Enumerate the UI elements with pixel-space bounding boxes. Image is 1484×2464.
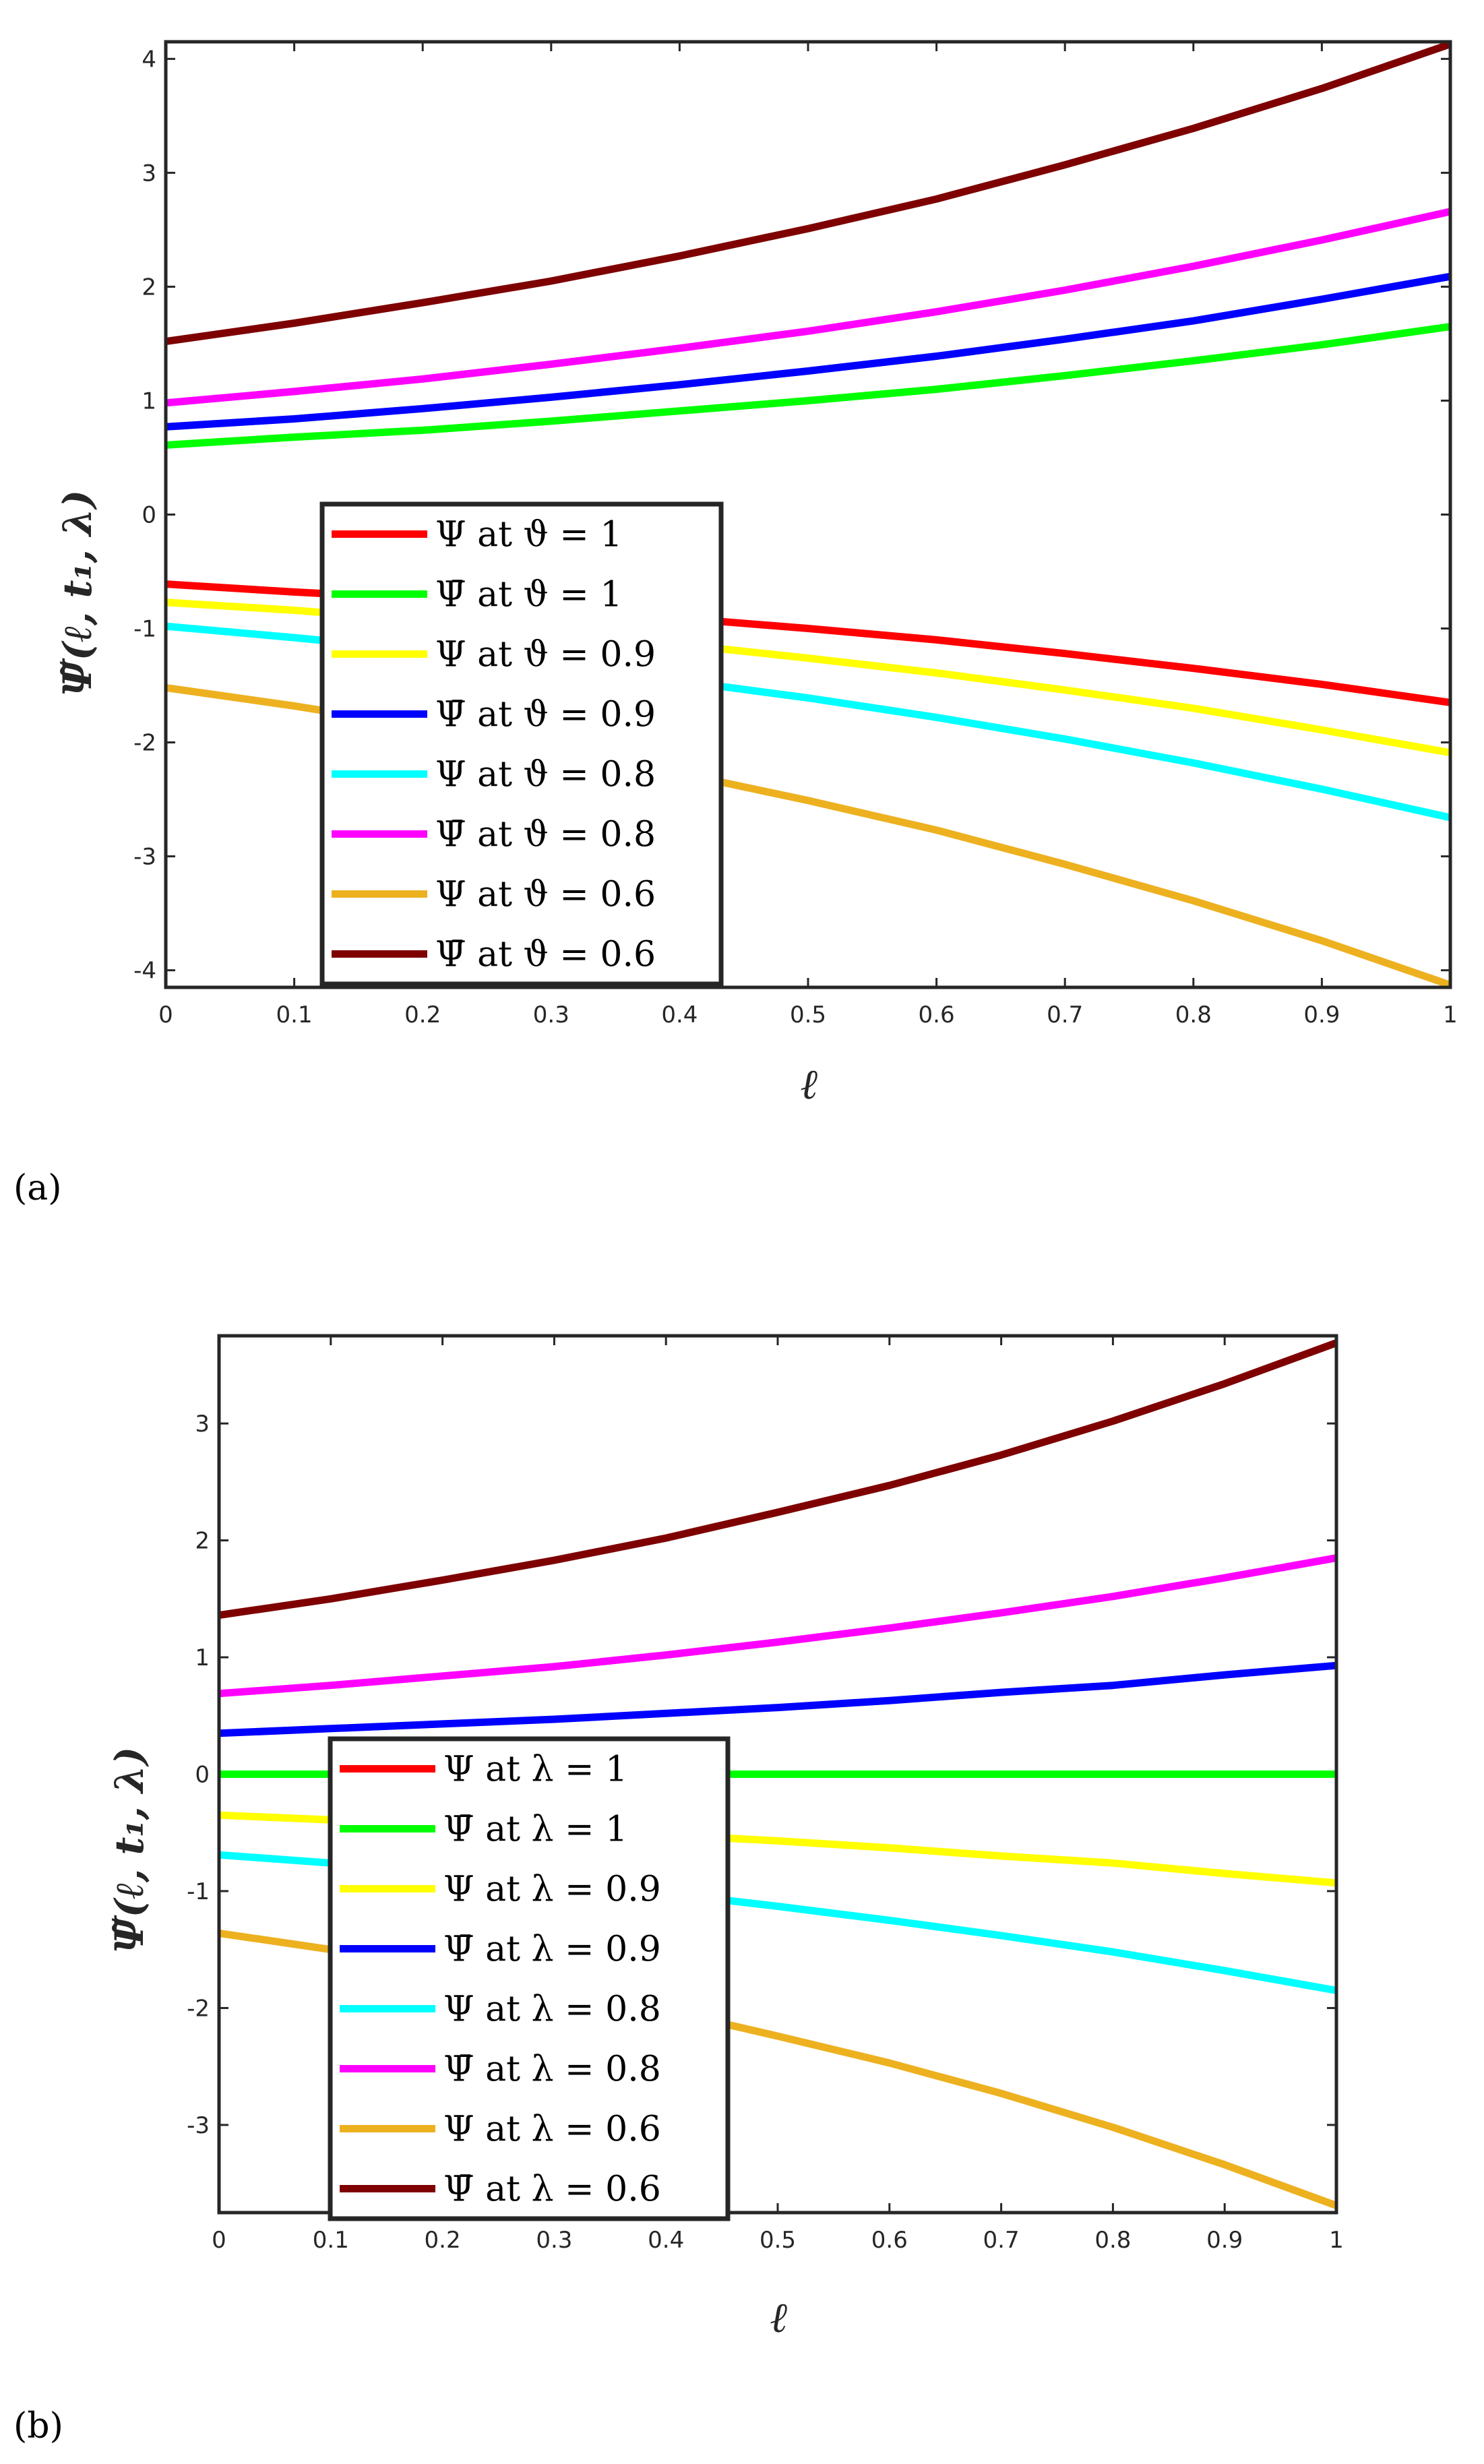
x-tick-label: 0.9: [1206, 2227, 1243, 2254]
y-axis-label: Ψ̃(ℓ, t₁, λ): [55, 490, 100, 696]
legend-entry: Ψ at ϑ = 0.9: [435, 635, 656, 675]
x-tick-label: 0.5: [790, 1002, 826, 1028]
x-tick-label: 0: [158, 1002, 173, 1028]
legend-entry: Ψ̄ at ϑ = 0.9: [435, 695, 656, 735]
series-line: [218, 1339, 1338, 1620]
y-tick-label: 1: [195, 1644, 210, 1671]
x-tick-label: 0.4: [648, 2227, 684, 2254]
panel-label: (a): [13, 1168, 62, 1208]
series-line: [218, 1661, 1337, 1737]
legend: Ψ at λ = 1 Ψ̄ at λ = 1 Ψ at λ = 0.9 Ψ̄ at λ…: [328, 1736, 731, 2221]
series-line: [165, 208, 1452, 407]
legend-entry: Ψ at λ = 0.6: [443, 2109, 661, 2150]
y-tick-label: 2: [142, 274, 156, 301]
panel-label: (b): [13, 2406, 63, 2446]
legend-entry: Ψ at λ = 0.9: [443, 1870, 661, 1910]
chart-b: Ψ̃(ℓ, t₁, λ) ℓ (b) 0 0.1 0.2 0.3 0.4 0.5 0.6 0.…: [13, 1334, 1344, 2446]
x-tick-label: 1: [1329, 2227, 1344, 2254]
legend-entry: Ψ̄ at λ = 0.6: [443, 2169, 661, 2210]
y-axis-label: Ψ̃(ℓ, t₁, λ): [106, 1747, 152, 1953]
series-line: [165, 40, 1452, 346]
legend-entry: Ψ at λ = 1: [443, 1750, 627, 1790]
chart-a: Ψ̃(ℓ, t₁, λ) ℓ (a) 0 0.1 0.2 0.3 0.4 0.5 0.6 0.…: [13, 40, 1458, 1208]
series-line: [218, 1554, 1337, 1698]
x-tick-label: 0.7: [983, 2227, 1020, 2254]
x-tick-label: 0.2: [404, 1002, 441, 1028]
legend-entry: Ψ̄ at ϑ = 0.6: [435, 935, 656, 975]
y-tick-label: -3: [133, 844, 156, 871]
y-tick-label: 1: [142, 388, 156, 414]
x-tick-label: 0.6: [919, 1002, 955, 1028]
x-tick-label: 0.3: [533, 1002, 569, 1028]
legend-box: [328, 1736, 731, 2221]
legend-entry: Ψ at ϑ = 0.6: [435, 875, 656, 915]
y-tick-label: 0: [142, 502, 156, 529]
x-tick-label: 0.5: [760, 2227, 796, 2254]
x-axis-label: ℓ: [770, 2293, 787, 2342]
y-tick-label: 2: [195, 1528, 210, 1555]
legend-entry: Ψ̄ at λ = 0.9: [443, 1930, 661, 1970]
x-tick-label: 0.6: [871, 2227, 908, 2254]
y-tick-label: -4: [133, 958, 156, 985]
x-tick-label: 0.4: [661, 1002, 698, 1028]
series-line: [165, 323, 1451, 449]
axes-frame: [164, 40, 1452, 989]
x-tick-label: 0.9: [1303, 1002, 1340, 1028]
legend-entry: Ψ at ϑ = 0.8: [435, 755, 656, 795]
x-tick-label: 0.8: [1094, 2227, 1131, 2254]
legend-box: [319, 501, 724, 987]
x-tick-label: 1: [1443, 1002, 1458, 1028]
y-tick-label: 3: [195, 1411, 210, 1438]
x-tick-label: 0.1: [276, 1002, 313, 1028]
x-tick-label: 0.3: [536, 2227, 572, 2254]
x-tick-label: 0.8: [1175, 1002, 1212, 1028]
legend-entry: Ψ̄ at λ = 1: [443, 1810, 627, 1850]
legend-entry: Ψ̄ at ϑ = 0.8: [435, 815, 656, 855]
y-tick-label: -1: [187, 1878, 210, 1905]
legend-entry: Ψ at λ = 0.8: [443, 1990, 661, 2030]
y-tick-label: -3: [187, 2112, 210, 2139]
x-tick-label: 0.1: [313, 2227, 349, 2254]
axes-frame: [217, 1334, 1338, 2215]
y-tick-label: -2: [187, 1995, 210, 2022]
y-tick-label: -2: [133, 730, 156, 757]
y-tick-label: 3: [142, 160, 156, 187]
x-tick-label: 0.7: [1047, 1002, 1083, 1028]
y-tick-label: 0: [195, 1762, 210, 1789]
x-tick-label: 0: [212, 2227, 226, 2254]
legend: Ψ at ϑ = 1 Ψ̄ at ϑ = 1 Ψ at ϑ = 0.9 Ψ̄ at ϑ…: [319, 501, 724, 987]
x-tick-label: 0.2: [425, 2227, 461, 2254]
y-tick-label: -1: [133, 616, 156, 643]
legend-entry: Ψ̄ at λ = 0.8: [443, 2050, 661, 2090]
x-axis-label: ℓ: [800, 1059, 817, 1109]
series-line: [165, 272, 1451, 431]
legend-entry: Ψ̄ at ϑ = 1: [435, 575, 622, 615]
legend-entry: Ψ at ϑ = 1: [435, 515, 622, 555]
y-tick-label: 4: [142, 46, 156, 73]
